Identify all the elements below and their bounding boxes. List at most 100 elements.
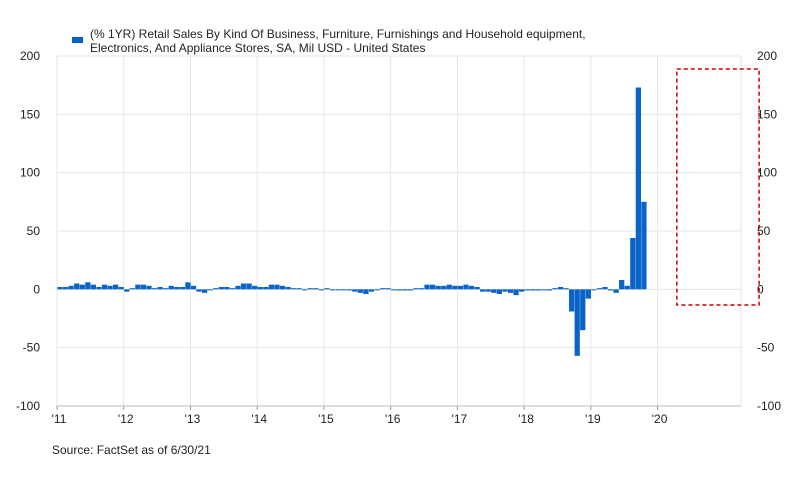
bar — [140, 284, 147, 290]
bar — [246, 283, 252, 290]
bar — [452, 285, 458, 290]
bar — [441, 285, 447, 290]
bar — [296, 288, 302, 290]
bar — [374, 289, 380, 291]
bar — [396, 289, 402, 291]
bar — [513, 289, 519, 296]
bar — [146, 285, 152, 290]
y-tick-right: -100 — [757, 399, 781, 413]
bar — [224, 287, 230, 290]
bar — [363, 289, 369, 294]
y-tick-right: 150 — [757, 107, 777, 121]
bar — [90, 284, 97, 290]
y-tick-right: 0 — [757, 282, 764, 296]
bar — [257, 287, 263, 290]
bar — [530, 289, 536, 291]
bar — [385, 288, 391, 290]
bar — [457, 285, 464, 290]
bar — [190, 285, 197, 290]
bar — [113, 284, 119, 290]
bar — [391, 289, 397, 291]
bar — [591, 289, 597, 291]
bar — [96, 287, 102, 290]
x-tick-label: '20 — [652, 412, 668, 426]
bar — [218, 287, 224, 290]
bar — [74, 283, 80, 290]
bar — [290, 288, 297, 290]
y-tick-right: 200 — [757, 49, 777, 63]
legend-swatch — [72, 37, 83, 43]
bar — [552, 288, 558, 290]
bar — [129, 288, 135, 290]
bar — [263, 287, 269, 290]
bar — [57, 287, 63, 290]
highlight-box — [676, 68, 760, 306]
y-tick-left: 150 — [20, 107, 40, 121]
bar — [613, 289, 619, 293]
y-tick-left: 0 — [33, 282, 40, 296]
bar — [418, 288, 425, 290]
bar — [407, 289, 414, 291]
bar — [557, 287, 564, 290]
bar — [185, 282, 191, 290]
bar — [313, 288, 319, 290]
bar — [279, 285, 286, 290]
bar — [101, 284, 108, 290]
bar — [624, 285, 630, 290]
bar — [307, 288, 313, 290]
bar — [619, 280, 625, 290]
bar — [474, 287, 480, 290]
bar — [357, 289, 363, 293]
y-tick-left: 200 — [20, 49, 40, 63]
bar — [602, 287, 608, 290]
x-tick-label: '14 — [251, 412, 267, 426]
bar — [569, 289, 575, 312]
bar — [630, 238, 636, 290]
legend-line-1: (% 1YR) Retail Sales By Kind Of Business… — [90, 27, 586, 41]
bar — [229, 288, 236, 290]
bar — [429, 284, 436, 290]
bar — [424, 284, 430, 290]
bar — [329, 289, 336, 291]
bar — [468, 285, 475, 290]
bar — [68, 285, 74, 290]
bar — [524, 289, 530, 291]
bar — [174, 287, 180, 290]
y-tick-right: 100 — [757, 166, 777, 180]
bar — [274, 284, 280, 290]
bar — [435, 285, 441, 290]
x-tick-label: '17 — [452, 412, 468, 426]
bar — [235, 285, 241, 290]
bar — [563, 288, 569, 290]
bar — [541, 289, 547, 291]
y-tick-left: 100 — [20, 166, 40, 180]
bar — [62, 287, 69, 290]
bar — [518, 289, 525, 292]
bar — [341, 289, 347, 291]
bar — [107, 285, 113, 290]
bar — [85, 282, 91, 290]
bar — [240, 283, 247, 290]
bar — [168, 285, 174, 290]
bar — [607, 289, 614, 291]
bar — [285, 287, 291, 290]
bar — [201, 289, 208, 293]
bar — [446, 284, 452, 290]
bar — [413, 288, 419, 290]
bar — [179, 287, 186, 290]
bar — [252, 285, 258, 290]
bar — [368, 289, 375, 292]
bar — [124, 289, 130, 292]
bar — [496, 289, 502, 294]
bar — [324, 288, 330, 290]
bar — [574, 289, 580, 356]
bar — [585, 289, 591, 299]
bar — [402, 289, 408, 291]
bar — [379, 288, 386, 290]
x-tick-label: '18 — [518, 412, 534, 426]
x-tick-label: '11 — [52, 412, 67, 426]
bar — [352, 289, 358, 292]
legend-line-2: Electronics, And Appliance Stores, SA, M… — [90, 41, 426, 55]
bar — [213, 288, 219, 290]
